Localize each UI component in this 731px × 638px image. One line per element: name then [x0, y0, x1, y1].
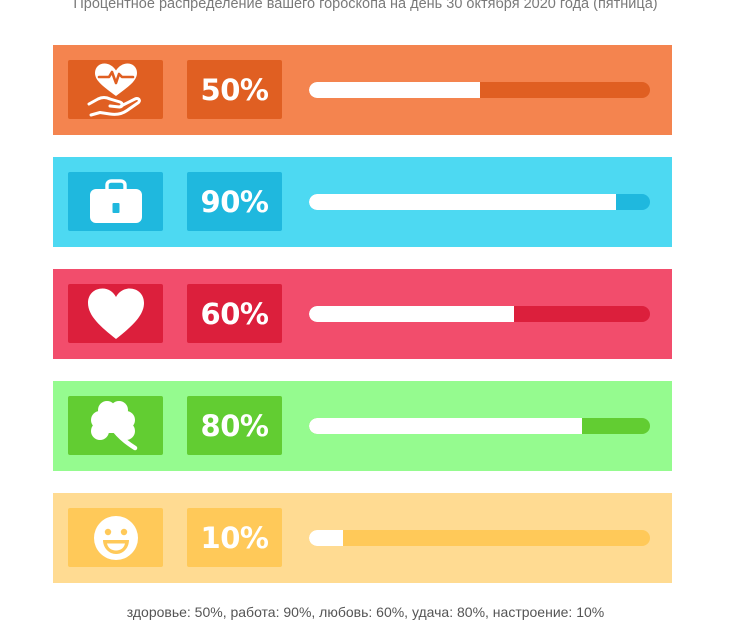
- luck-progress-fill: [309, 418, 582, 434]
- mood-icon-box: [68, 508, 163, 567]
- horoscope-row-love: 60%: [53, 269, 672, 359]
- smiley-icon: [93, 515, 138, 560]
- health-icon-box: [68, 60, 163, 119]
- horoscope-row-mood: 10%: [53, 493, 672, 583]
- work-progress-fill: [309, 194, 616, 210]
- health-percent: 50%: [187, 60, 282, 119]
- love-progress-fill: [309, 306, 514, 322]
- luck-icon-box: [68, 396, 163, 455]
- clover-icon: [90, 400, 137, 450]
- horoscope-row-health: 50%: [53, 45, 672, 135]
- love-progress-bar: [309, 306, 650, 322]
- summary-caption: здоровье: 50%, работа: 90%, любовь: 60%,…: [126, 604, 605, 620]
- health-progress-bar: [309, 82, 650, 98]
- mood-progress-fill: [309, 530, 344, 546]
- heart-care-hand-icon: [87, 63, 141, 116]
- horoscope-row-work: 90%: [53, 157, 672, 247]
- luck-percent: 80%: [187, 396, 282, 455]
- love-percent: 60%: [187, 284, 282, 343]
- mood-percent: 10%: [187, 508, 282, 567]
- mood-progress-bar: [309, 530, 650, 546]
- page-title: Процентное распределение вашего гороскоп…: [73, 0, 658, 12]
- health-progress-fill: [309, 82, 480, 98]
- work-progress-bar: [309, 194, 650, 210]
- horoscope-row-luck: 80%: [53, 381, 672, 471]
- work-percent: 90%: [187, 172, 282, 231]
- heart-icon: [87, 288, 144, 339]
- briefcase-icon: [89, 178, 142, 223]
- love-icon-box: [68, 284, 163, 343]
- work-icon-box: [68, 172, 163, 231]
- luck-progress-bar: [309, 418, 650, 434]
